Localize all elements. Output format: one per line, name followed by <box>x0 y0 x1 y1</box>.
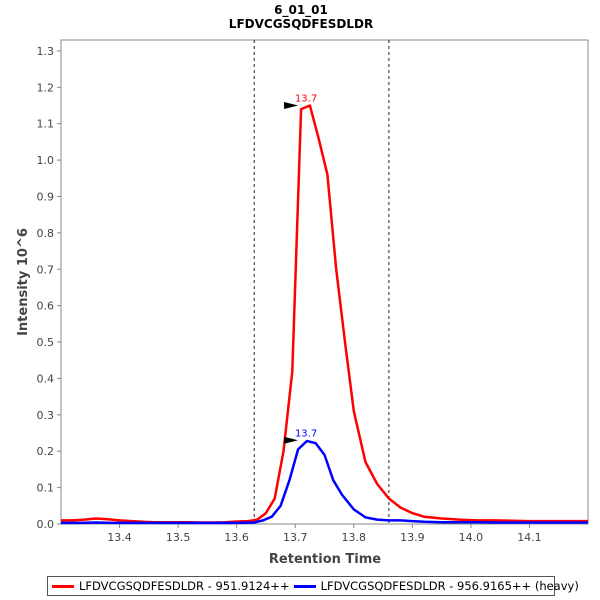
x-tick-label: 14.0 <box>459 531 484 544</box>
y-axis: 0.0 0.1 0.2 0.3 0.4 0.5 0.6 0.7 0.8 0.9 1.0 1.1 1.2 1… <box>37 45 61 531</box>
y-tick-label: 0.2 <box>37 445 55 458</box>
y-axis-label: Intensity 10^6 <box>16 228 31 336</box>
plot-area <box>60 39 589 525</box>
x-tick-label: 13.9 <box>400 531 425 544</box>
peak-arrow-0 <box>284 102 299 110</box>
x-tick-label: 13.5 <box>166 531 191 544</box>
legend-label-light: LFDVCGSQDFESDLDR - 951.9124++ <box>79 579 290 593</box>
x-tick-label: 14.1 <box>517 531 542 544</box>
x-axis: 13.4 13.5 13.6 13.7 13.8 13.9 14.0 14.1 <box>107 524 542 544</box>
x-tick-label: 13.4 <box>107 531 132 544</box>
x-tick-label: 13.8 <box>342 531 367 544</box>
integration-bounds <box>253 40 390 524</box>
legend-swatch-blue <box>293 584 316 588</box>
y-tick-label: 0.4 <box>37 372 55 385</box>
peak-label-1: 13.7 <box>295 428 317 439</box>
legend-item-heavy: LFDVCGSQDFESDLDR - 956.9165++ (heavy) <box>293 579 579 593</box>
legend-item-light: LFDVCGSQDFESDLDR - 951.9124++ <box>52 579 290 593</box>
y-tick-label: 0.3 <box>37 409 55 422</box>
chart-title: 6_01_01 <box>274 3 328 18</box>
y-tick-label: 1.1 <box>37 118 55 131</box>
y-tick-label: 0.8 <box>37 227 55 240</box>
peak-label-0: 13.7 <box>295 94 317 105</box>
y-tick-label: 0.5 <box>37 336 55 349</box>
chart-subtitle: LFDVCGSQDFESDLDR <box>229 17 373 31</box>
y-tick-label: 0.0 <box>37 518 55 531</box>
y-tick-label: 0.9 <box>37 190 55 203</box>
y-tick-label: 1.3 <box>37 45 55 58</box>
legend: LFDVCGSQDFESDLDR - 951.9124++ LFDVCGSQDF… <box>47 576 579 596</box>
y-tick-label: 0.7 <box>37 263 55 276</box>
series-line-1 <box>61 439 588 525</box>
x-tick-label: 13.6 <box>224 531 249 544</box>
legend-label-heavy: LFDVCGSQDFESDLDR - 956.9165++ (heavy) <box>320 579 579 593</box>
x-axis-label: Retention Time <box>269 552 381 567</box>
series-layer <box>61 104 588 525</box>
x-tick-label: 13.7 <box>283 531 308 544</box>
y-tick-label: 1.2 <box>37 81 55 94</box>
peak-arrow-1 <box>284 436 299 444</box>
y-tick-label: 0.1 <box>37 482 55 495</box>
y-tick-label: 0.6 <box>37 300 55 313</box>
legend-swatch-red <box>52 584 74 588</box>
peak-annotations: 13.7 13.7 <box>284 94 317 444</box>
y-tick-label: 1.0 <box>37 154 55 167</box>
